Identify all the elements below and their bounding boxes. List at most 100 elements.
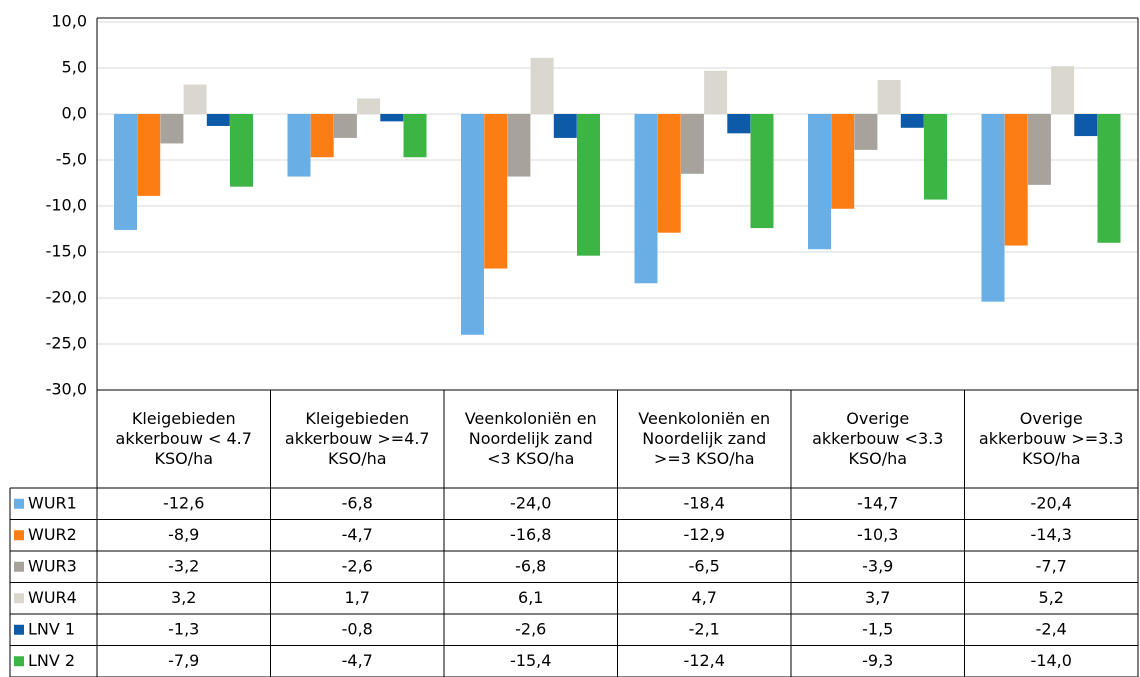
bar: [831, 114, 855, 209]
bar: [310, 114, 334, 158]
bar: [657, 114, 681, 233]
table-value: -2,4: [1036, 619, 1067, 638]
table-value: -15,4: [510, 651, 551, 670]
y-tick-label: -10,0: [46, 196, 87, 215]
table-value: -1,5: [862, 619, 893, 638]
table-value: 3,7: [865, 588, 890, 607]
y-tick-label: -15,0: [46, 242, 87, 261]
table-value: -12,9: [684, 525, 725, 544]
table-value: 5,2: [1039, 588, 1064, 607]
table-value: -6,8: [342, 493, 373, 512]
table-value: -4,7: [342, 525, 373, 544]
table-value: -6,5: [689, 556, 720, 575]
legend-swatch: [14, 656, 24, 667]
bar: [403, 114, 427, 158]
legend-label: WUR3: [28, 556, 77, 575]
table-value: -12,6: [163, 493, 204, 512]
bar: [704, 70, 728, 114]
bar: [680, 114, 704, 174]
table-value: -4,7: [342, 651, 373, 670]
table-value: -24,0: [510, 493, 551, 512]
table-value: -14,3: [1031, 525, 1072, 544]
legend-swatch: [14, 530, 24, 541]
bar: [1004, 114, 1028, 246]
bar: [206, 114, 230, 126]
table-value: -2,1: [689, 619, 720, 638]
table-value: -16,8: [510, 525, 551, 544]
y-tick-label: -25,0: [46, 334, 87, 353]
bar: [461, 114, 484, 335]
bar: [854, 114, 878, 150]
category-label: Overige akkerbouw >=3.3 KSO/ha: [978, 409, 1124, 468]
table-value: -3,9: [862, 556, 893, 575]
bar: [380, 114, 404, 122]
y-tick-label: -20,0: [46, 288, 87, 307]
legend-swatch: [14, 561, 24, 572]
category-label: Overige akkerbouw <3.3 KSO/ha: [812, 409, 944, 468]
bar: [924, 114, 947, 200]
table-value: -9,3: [862, 651, 893, 670]
bar: [530, 57, 554, 114]
bar: [114, 114, 137, 230]
bar: [750, 114, 774, 229]
bar: [137, 114, 161, 196]
bar: [727, 114, 751, 134]
table-value: -0,8: [342, 619, 373, 638]
legend-label: WUR2: [28, 525, 77, 544]
bar: [230, 114, 253, 187]
table-value: -14,0: [1031, 651, 1072, 670]
bar: [877, 79, 901, 114]
bar: [1097, 114, 1121, 243]
table-value: -10,3: [857, 525, 898, 544]
table-value: -2,6: [342, 556, 373, 575]
y-tick-label: -30,0: [46, 380, 87, 399]
table-value: -18,4: [684, 493, 725, 512]
legend-label: WUR4: [28, 588, 77, 607]
bar: [287, 114, 311, 177]
bar: [1074, 114, 1098, 137]
legend-label: WUR1: [28, 493, 77, 512]
table-value: -8,9: [168, 525, 199, 544]
y-tick-label: -5,0: [56, 150, 87, 169]
category-label: Veenkoloniën en Noordelijk zand <3 KSO/h…: [464, 409, 597, 468]
y-tick-label: 5,0: [62, 58, 87, 77]
table-value: 4,7: [692, 588, 717, 607]
bar: [1027, 114, 1051, 185]
table-value: -7,9: [168, 651, 199, 670]
table-value: -3,2: [168, 556, 199, 575]
bar: [507, 114, 531, 177]
bar: [553, 114, 577, 138]
legend-label: LNV 2: [28, 651, 75, 670]
table-value: -2,6: [515, 619, 546, 638]
legend-swatch: [14, 498, 24, 509]
category-label: Kleigebieden akkerbouw >=4.7 KSO/ha: [284, 409, 430, 468]
table-value: -14,7: [857, 493, 898, 512]
category-label: Veenkoloniën en Noordelijk zand >=3 KSO/…: [638, 409, 771, 468]
bar: [981, 114, 1005, 302]
table-value: -6,8: [515, 556, 546, 575]
bar: [900, 114, 924, 128]
bar: [183, 84, 207, 114]
table-value: 6,1: [518, 588, 543, 607]
table-value: -1,3: [168, 619, 199, 638]
table-value: 3,2: [171, 588, 196, 607]
bar: [634, 114, 658, 284]
legend-swatch: [14, 624, 24, 635]
bar: [357, 98, 381, 114]
bar: [1051, 66, 1075, 114]
table-value: 1,7: [345, 588, 370, 607]
bar: [333, 114, 357, 138]
bar: [484, 114, 508, 269]
bar: [577, 114, 600, 256]
y-tick-label: 0,0: [62, 104, 87, 123]
legend-swatch: [14, 593, 24, 604]
table-value: -20,4: [1031, 493, 1072, 512]
category-label: Kleigebieden akkerbouw < 4.7 KSO/ha: [115, 409, 252, 468]
bar: [160, 114, 184, 144]
table-value: -7,7: [1036, 556, 1067, 575]
legend-label: LNV 1: [28, 619, 75, 638]
table-value: -12,4: [684, 651, 725, 670]
y-tick-label: 10,0: [51, 12, 87, 31]
